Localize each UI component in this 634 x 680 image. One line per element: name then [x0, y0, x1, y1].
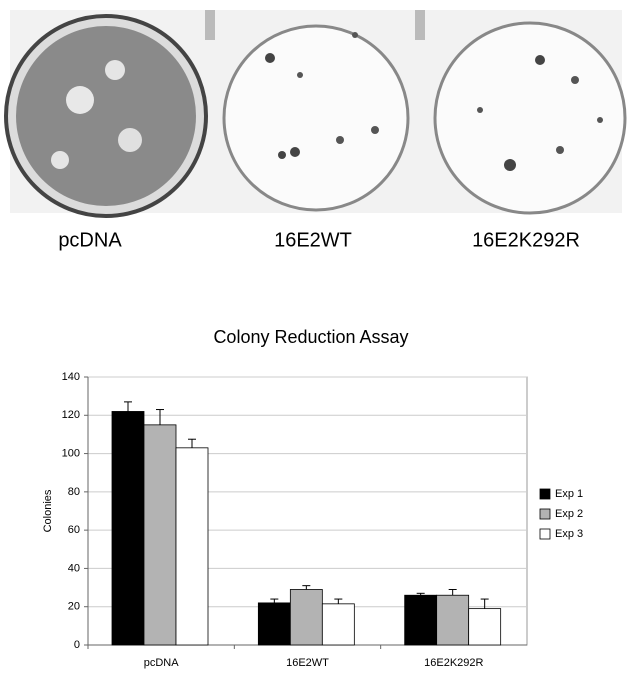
y-tick-label: 60: [68, 524, 80, 536]
legend-label: Exp 1: [555, 488, 583, 500]
y-tick-label: 100: [62, 447, 80, 459]
colony: [265, 53, 275, 63]
legend-swatch: [539, 488, 551, 500]
dish-label: 16E2K292R: [472, 229, 580, 251]
x-tick-label: 16E2WT: [286, 657, 329, 669]
colony: [278, 151, 286, 159]
colony: [571, 76, 579, 84]
y-tick-label: 0: [74, 639, 80, 651]
bar: [143, 424, 177, 646]
legend-swatch: [539, 528, 551, 540]
bar: [436, 594, 470, 646]
bar: [468, 608, 502, 646]
y-axis-label: Colonies: [42, 489, 54, 532]
dish-gap: [51, 151, 69, 169]
legend-label: Exp 2: [555, 508, 583, 520]
y-tick-label: 20: [68, 601, 80, 613]
dish-label: pcDNA: [58, 229, 122, 251]
bar: [321, 603, 355, 646]
dish-label: 16E2WT: [274, 229, 352, 251]
dish: [433, 21, 627, 215]
y-tick-label: 120: [62, 409, 80, 421]
bar: [257, 602, 291, 646]
colony: [535, 55, 545, 65]
dish: [222, 24, 410, 212]
dish-colonies: [16, 26, 196, 206]
colony: [297, 72, 303, 78]
chart-title: Colony Reduction Assay: [213, 327, 408, 347]
x-tick-label: pcDNA: [144, 657, 180, 669]
colony: [477, 107, 483, 113]
y-tick-label: 80: [68, 486, 80, 498]
bar: [111, 411, 145, 646]
y-tick-label: 40: [68, 562, 80, 574]
colony: [352, 32, 358, 38]
dish-gap: [66, 86, 94, 114]
photo-tab: [205, 10, 215, 40]
bar: [175, 447, 209, 646]
colony: [504, 159, 516, 171]
y-tick-label: 140: [62, 371, 80, 383]
colony: [556, 146, 564, 154]
x-tick-label: 16E2K292R: [424, 657, 483, 669]
dish-gap: [118, 128, 142, 152]
bar: [404, 594, 438, 646]
bar: [289, 589, 323, 646]
colony: [371, 126, 379, 134]
photo-tab: [415, 10, 425, 40]
dish-gap: [105, 60, 125, 80]
dish-photo: [4, 10, 627, 218]
colony: [336, 136, 344, 144]
colony: [597, 117, 603, 123]
legend-label: Exp 3: [555, 528, 583, 540]
legend-swatch: [539, 508, 551, 520]
colony: [290, 147, 300, 157]
